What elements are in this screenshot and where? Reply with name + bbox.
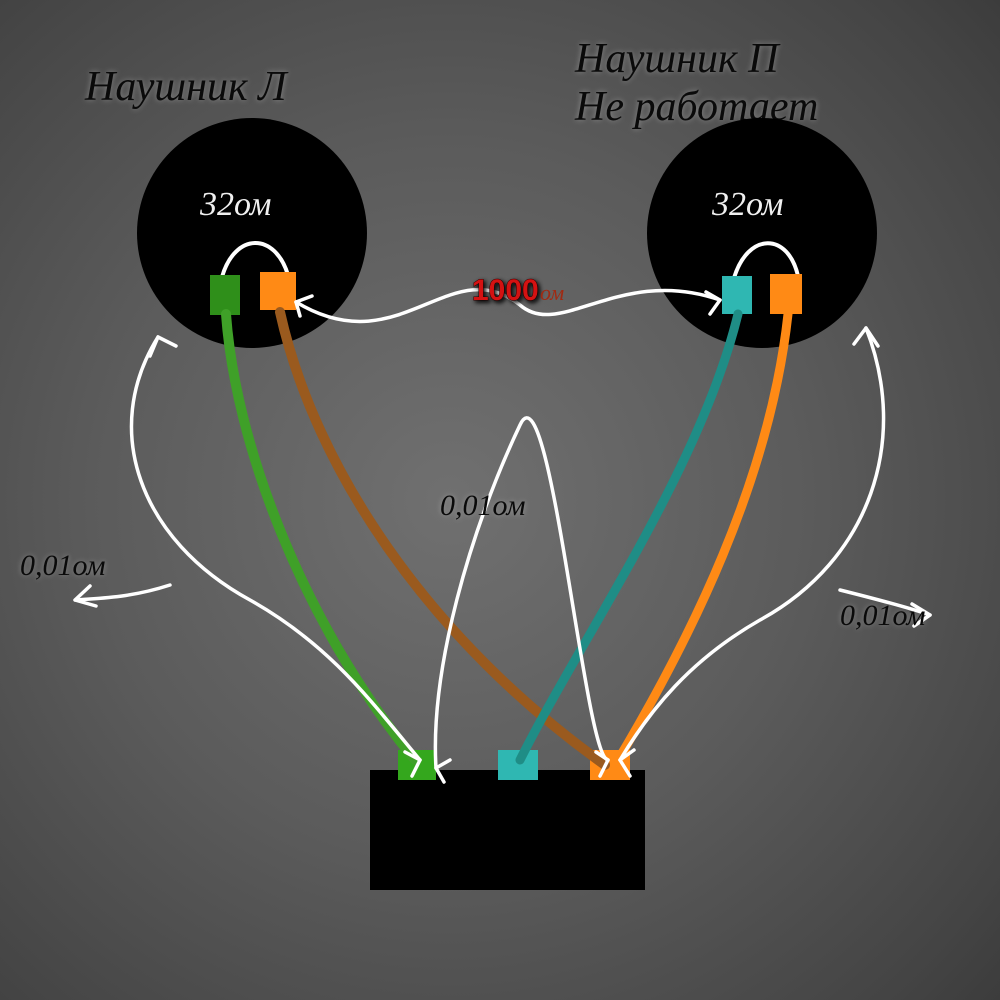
label-l001: 0,01ом [20, 549, 106, 582]
speaker-right-disk [647, 118, 877, 348]
speaker-left-disk [137, 118, 367, 348]
wire-green [226, 314, 415, 760]
pad-L-green [210, 275, 240, 315]
title-left: Наушник Л [84, 64, 289, 110]
speaker-left-label: 32ом [199, 186, 271, 223]
meas-r001-a1 [854, 328, 878, 346]
title-right-1: Наушник П [574, 36, 781, 82]
speaker-right: 32ом [647, 118, 877, 348]
connector-block [370, 770, 645, 890]
meas-c001-path [435, 418, 608, 768]
label-1000-unit: ом [540, 280, 564, 305]
wire-teal [520, 314, 738, 760]
diagram-svg: Наушник Л Наушник П Не работает 32ом 32о… [0, 0, 1000, 1000]
pad-R-teal [722, 276, 752, 314]
label-r001: 0,01ом [840, 599, 926, 632]
label-c001: 0,01ом [440, 489, 526, 522]
speaker-left: 32ом [137, 118, 367, 348]
meas-l001-a1 [150, 337, 176, 356]
speaker-right-label: 32ом [711, 186, 783, 223]
meas-l001-a2 [75, 586, 96, 606]
pad-R-orange [770, 274, 802, 314]
meas-l001-path [131, 337, 420, 760]
label-1000-number: 1000 [472, 274, 539, 307]
pad-L-orange [260, 272, 296, 310]
